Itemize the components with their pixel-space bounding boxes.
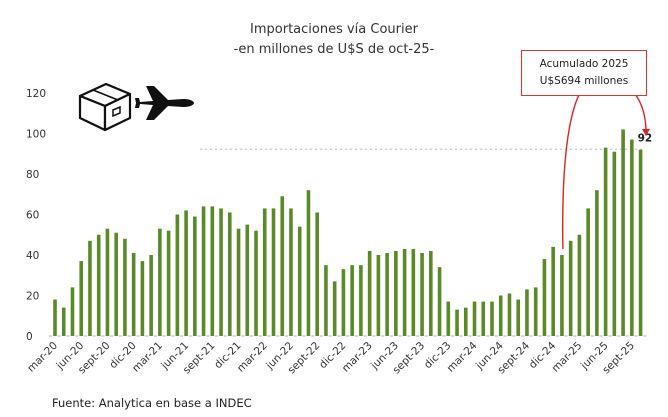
bar-jul-23 xyxy=(402,248,407,336)
y-tick-label: 0 xyxy=(26,331,33,343)
bar-may-22 xyxy=(280,196,285,336)
y-axis: 0 20 40 60 80 100 120 xyxy=(26,88,46,343)
bar-nov-20 xyxy=(123,238,127,336)
bar-feb-24 xyxy=(463,307,468,336)
bar-may-25 xyxy=(595,190,599,336)
bar-feb-25 xyxy=(568,240,573,336)
bar-jun-24 xyxy=(498,295,503,336)
bar-oct-21 xyxy=(219,208,223,336)
y-tick-label: 80 xyxy=(26,169,39,181)
bar-jun-23 xyxy=(394,250,398,336)
bar-abr-23 xyxy=(376,255,381,336)
bar-abr-21 xyxy=(166,230,171,336)
bar-ago-24 xyxy=(516,299,521,336)
bar-ago-20 xyxy=(96,234,101,336)
bar-abr-20 xyxy=(61,307,66,336)
bar-mar-22 xyxy=(262,208,267,336)
annotation-box: Acumulado 2025 U$S694 millones xyxy=(521,50,647,96)
bar-jun-21 xyxy=(184,210,188,336)
bar-feb-21 xyxy=(149,255,153,336)
bar-ene-22 xyxy=(245,224,250,336)
bar-sept-24 xyxy=(525,289,529,336)
bar-dic-24 xyxy=(551,246,555,336)
bar-sept-20 xyxy=(105,228,110,336)
bar-oct-20 xyxy=(114,232,118,336)
y-tick-label: 40 xyxy=(26,250,39,262)
bar-sept-21 xyxy=(210,206,215,336)
bar-dic-23 xyxy=(446,301,451,336)
last-value-label: 92 xyxy=(638,133,653,145)
bar-jun-25 xyxy=(603,147,608,336)
bar-feb-23 xyxy=(359,265,363,336)
x-axis: mar-20jun-20sept-20dic-20mar-21jun-21sep… xyxy=(25,339,637,376)
bar-jul-25 xyxy=(612,151,617,336)
bar-mar-21 xyxy=(158,228,162,336)
y-tick-label: 100 xyxy=(26,129,46,141)
bar-oct-25 xyxy=(638,149,643,336)
bar-jun-20 xyxy=(79,261,84,336)
bar-sept-22 xyxy=(315,212,319,336)
bar-ene-21 xyxy=(140,261,145,336)
bar-sept-23 xyxy=(420,252,424,336)
bar-oct-22 xyxy=(324,265,328,336)
bar-nov-23 xyxy=(437,267,442,336)
y-tick-label: 60 xyxy=(26,210,39,222)
bar-ene-25 xyxy=(560,255,564,336)
bar-feb-22 xyxy=(254,230,258,336)
bar-may-21 xyxy=(175,214,180,336)
bar-oct-24 xyxy=(533,287,538,336)
box-icon xyxy=(78,82,132,132)
bar-ene-24 xyxy=(455,309,459,336)
bar-dic-20 xyxy=(131,252,136,336)
bar-nov-21 xyxy=(228,212,232,336)
bar-jul-24 xyxy=(507,293,512,336)
bar-abr-22 xyxy=(271,208,276,336)
bar-mar-25 xyxy=(577,234,582,336)
bar-series xyxy=(53,129,643,336)
bar-ago-25 xyxy=(621,129,625,336)
y-tick-label: 120 xyxy=(26,88,46,100)
bar-ago-22 xyxy=(306,190,311,336)
bar-jun-22 xyxy=(289,208,293,336)
bar-jul-20 xyxy=(88,240,92,336)
bar-may-23 xyxy=(385,252,389,336)
bar-nov-24 xyxy=(542,259,547,336)
bar-ene-23 xyxy=(350,265,354,336)
bar-abr-24 xyxy=(481,301,486,336)
bar-mar-23 xyxy=(367,250,372,336)
bar-nov-22 xyxy=(332,281,337,336)
chart-subtitle: -en millones de U$S de oct-25- xyxy=(233,42,435,57)
bar-sept-25 xyxy=(630,139,634,336)
bar-oct-23 xyxy=(429,250,433,336)
annotation-line-2: U$S694 millones xyxy=(539,75,629,87)
bar-jul-21 xyxy=(193,216,197,336)
chart-title: Importaciones vía Courier xyxy=(250,22,418,37)
x-tick-label: mar-20 xyxy=(25,340,60,375)
bar-may-24 xyxy=(490,301,494,336)
annotation-line-1: Acumulado 2025 xyxy=(539,58,629,70)
callout-arrowhead xyxy=(642,129,650,136)
bar-dic-22 xyxy=(341,269,346,336)
bar-mar-24 xyxy=(472,301,477,336)
bar-mar-20 xyxy=(53,299,57,336)
bar-ago-21 xyxy=(201,206,206,336)
bar-ago-23 xyxy=(411,248,416,336)
bar-abr-25 xyxy=(586,208,590,336)
bar-dic-21 xyxy=(236,228,241,336)
source-note: Fuente: Analytica en base a INDEC xyxy=(52,396,252,410)
airplane-icon xyxy=(135,86,194,120)
bar-jul-22 xyxy=(297,226,302,336)
y-tick-label: 20 xyxy=(26,291,39,303)
bar-may-20 xyxy=(70,287,75,336)
